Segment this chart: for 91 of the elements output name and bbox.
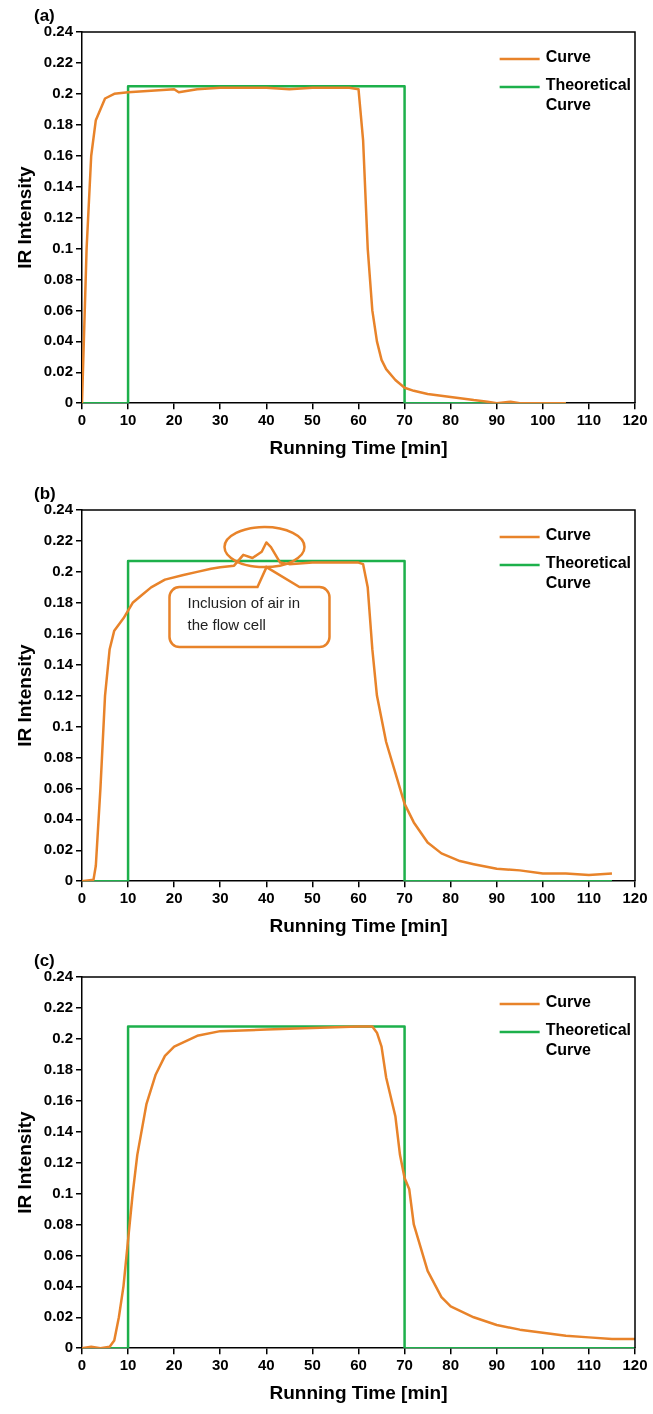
y-tick-label: 0.16	[43, 623, 73, 641]
y-tick-label: 0.22	[43, 53, 73, 71]
x-tick-label: 0	[77, 1356, 87, 1374]
y-tick-label: 0.12	[43, 207, 73, 225]
legend-label: Curve	[545, 526, 592, 544]
x-tick-label: 120	[622, 889, 648, 907]
y-tick-label: 0.08	[43, 269, 73, 287]
x-tick-label: 30	[211, 889, 229, 907]
x-tick-label: 0	[77, 889, 87, 907]
chart-title: (a)	[34, 6, 55, 26]
legend-label: Curve	[545, 993, 592, 1011]
y-tick-label: 0.06	[43, 300, 73, 318]
x-tick-label: 60	[350, 411, 367, 429]
x-tick-label: 10	[119, 1356, 137, 1374]
x-axis-title: Running Time [min]	[269, 1381, 448, 1403]
x-tick-label: 60	[350, 889, 367, 907]
y-tick-label: 0.2	[52, 1029, 73, 1047]
x-axis-title: Running Time [min]	[269, 436, 448, 458]
y-tick-label: 0.12	[43, 1152, 73, 1170]
y-tick-label: 0.12	[43, 685, 73, 703]
y-axis-title: IR Intensity	[13, 165, 35, 269]
y-tick-label: 0	[64, 1338, 73, 1356]
y-tick-label: 0	[64, 393, 73, 411]
x-tick-label: 60	[350, 1356, 367, 1374]
chart-title: (c)	[34, 951, 55, 971]
x-tick-label: 30	[211, 411, 229, 429]
x-tick-label: 20	[165, 1356, 183, 1374]
y-tick-label: 0.18	[43, 114, 73, 132]
x-tick-label: 90	[488, 889, 506, 907]
x-tick-label: 110	[576, 411, 602, 429]
x-axis-title: Running Time [min]	[269, 914, 448, 936]
y-tick-label: 0.08	[43, 747, 73, 765]
x-tick-label: 100	[530, 411, 556, 429]
x-tick-label: 0	[77, 411, 87, 429]
x-tick-label: 20	[165, 411, 183, 429]
x-tick-label: 100	[530, 1356, 556, 1374]
x-tick-label: 80	[442, 1356, 460, 1374]
x-tick-label: 40	[257, 411, 275, 429]
annotation: Inclusion of air in the flow cell	[187, 593, 301, 633]
y-tick-label: 0.02	[43, 840, 73, 858]
x-tick-label: 50	[304, 411, 321, 429]
x-tick-label: 80	[442, 411, 460, 429]
x-tick-label: 40	[257, 889, 275, 907]
y-tick-label: 0.2	[52, 562, 73, 580]
x-tick-label: 80	[442, 889, 460, 907]
y-tick-label: 0.04	[43, 331, 74, 349]
x-tick-label: 70	[396, 1356, 413, 1374]
y-tick-label: 0.22	[43, 998, 73, 1016]
y-tick-label: 0.14	[43, 1121, 74, 1139]
x-tick-label: 10	[119, 411, 137, 429]
y-tick-label: 0.1	[52, 238, 73, 256]
legend-label: Theoretical Curve	[545, 76, 631, 114]
y-tick-label: 0	[64, 871, 73, 889]
y-tick-label: 0.08	[43, 1214, 73, 1232]
x-tick-label: 100	[530, 889, 556, 907]
x-tick-label: 90	[488, 1356, 506, 1374]
x-tick-label: 120	[622, 1356, 648, 1374]
x-tick-label: 110	[576, 889, 602, 907]
x-tick-label: 20	[165, 889, 183, 907]
x-tick-label: 40	[257, 1356, 275, 1374]
y-tick-label: 0.16	[43, 145, 73, 163]
legend-label: Theoretical Curve	[545, 1021, 631, 1059]
y-tick-label: 0.14	[43, 654, 74, 672]
legend-label: Curve	[545, 48, 592, 66]
y-axis-title: IR Intensity	[13, 1110, 35, 1214]
y-tick-label: 0.1	[52, 716, 73, 734]
y-tick-label: 0.2	[52, 84, 73, 102]
x-tick-label: 50	[304, 1356, 321, 1374]
y-tick-label: 0.04	[43, 1276, 74, 1294]
x-tick-label: 70	[396, 889, 413, 907]
y-tick-label: 0.14	[43, 176, 74, 194]
y-tick-label: 0.22	[43, 531, 73, 549]
chart-title: (b)	[34, 484, 56, 504]
y-tick-label: 0.1	[52, 1183, 73, 1201]
y-tick-label: 0.16	[43, 1090, 73, 1108]
legend-label: Theoretical Curve	[545, 554, 631, 592]
y-tick-label: 0.18	[43, 1059, 73, 1077]
y-axis-title: IR Intensity	[13, 643, 35, 747]
x-tick-label: 90	[488, 411, 506, 429]
x-tick-label: 70	[396, 411, 413, 429]
x-tick-label: 50	[304, 889, 321, 907]
x-tick-label: 10	[119, 889, 137, 907]
y-tick-label: 0.02	[43, 362, 73, 380]
y-tick-label: 0.06	[43, 1245, 73, 1263]
y-tick-label: 0.04	[43, 809, 74, 827]
x-tick-label: 30	[211, 1356, 229, 1374]
x-tick-label: 120	[622, 411, 648, 429]
y-tick-label: 0.18	[43, 592, 73, 610]
y-tick-label: 0.06	[43, 778, 73, 796]
x-tick-label: 110	[576, 1356, 602, 1374]
y-tick-label: 0.02	[43, 1307, 73, 1325]
